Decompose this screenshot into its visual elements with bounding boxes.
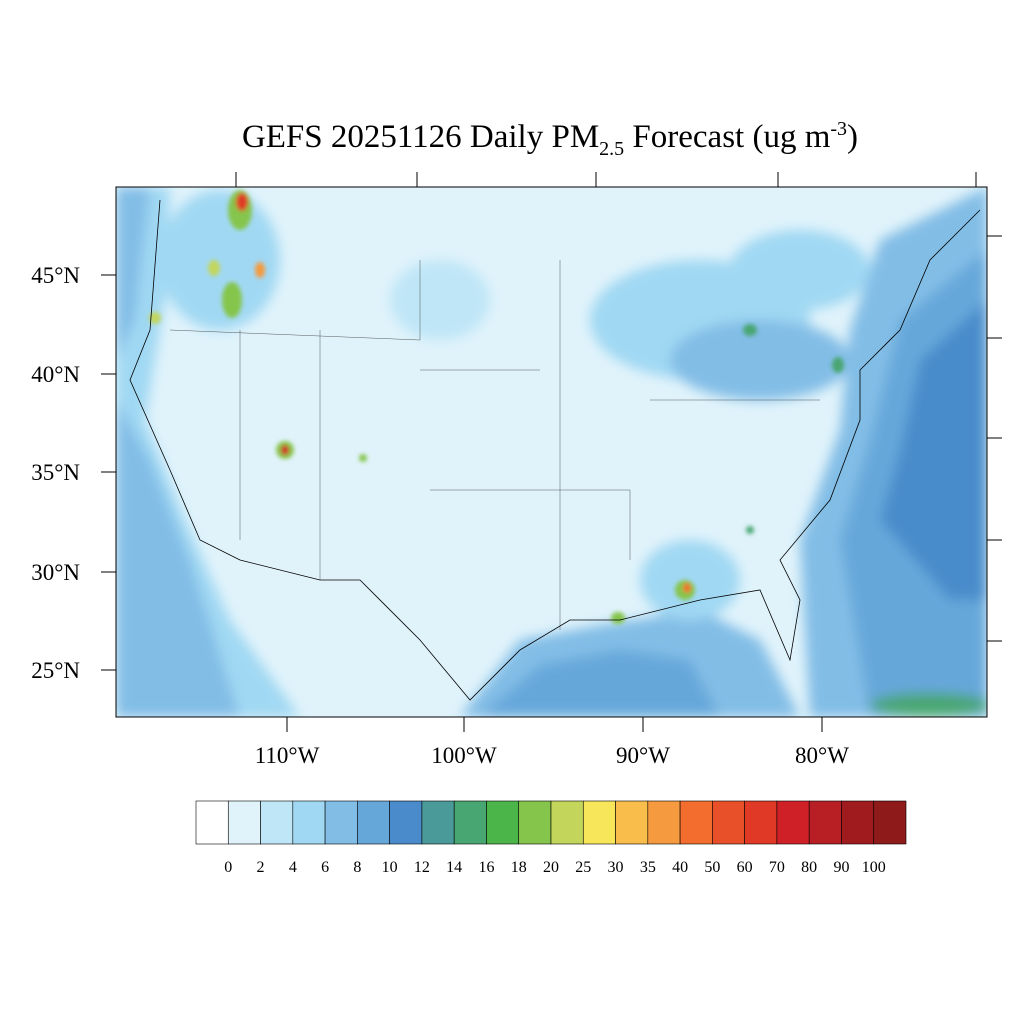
colorbar-label: 12 <box>414 859 430 876</box>
colorbar-box <box>421 800 455 845</box>
colorbar-label: 18 <box>511 859 527 876</box>
title: GEFS 20251126 Daily PM2.5 Forecast (ug m… <box>242 118 858 160</box>
map-frame <box>115 186 988 718</box>
title-after: Forecast (ug m <box>624 119 831 155</box>
lon-label: 110°W <box>255 743 320 768</box>
colorbar-label: 60 <box>737 859 753 876</box>
colorbar-label: 8 <box>353 859 361 876</box>
lon-label: 80°W <box>795 743 849 768</box>
lat-label: 30°N <box>31 560 80 585</box>
colorbar-box <box>550 800 584 845</box>
title-sub: 2.5 <box>599 138 624 160</box>
colorbar-box <box>292 800 326 845</box>
frame-ticks <box>101 172 1002 732</box>
colorbar-label: 40 <box>672 859 688 876</box>
lat-label: 40°N <box>31 362 80 387</box>
lat-labels: 45°N 40°N 35°N 30°N 25°N <box>31 263 80 683</box>
colorbar-box <box>615 800 649 845</box>
colorbar-box <box>808 800 842 845</box>
colorbar-box <box>841 800 875 845</box>
colorbar-label: 20 <box>543 859 559 876</box>
colorbar-box <box>227 800 261 845</box>
colorbar-box <box>873 800 907 845</box>
colorbar-box <box>453 800 487 845</box>
colorbar-label: 50 <box>704 859 720 876</box>
colorbar-box <box>744 800 778 845</box>
colorbar-label: 2 <box>257 859 265 876</box>
colorbar-label: 90 <box>833 859 849 876</box>
colorbar-label: 16 <box>478 859 494 876</box>
colorbar-box <box>679 800 713 845</box>
colorbar-box <box>389 800 423 845</box>
colorbar-box <box>260 800 294 845</box>
lat-label: 25°N <box>31 658 80 683</box>
colorbar-label: 10 <box>382 859 398 876</box>
lon-label: 90°W <box>616 743 670 768</box>
colorbar-label: 30 <box>608 859 624 876</box>
colorbar-box <box>518 800 552 845</box>
colorbar-label: 70 <box>769 859 785 876</box>
colorbar-box <box>712 800 745 845</box>
lat-label: 35°N <box>31 460 80 485</box>
map <box>116 187 987 717</box>
colorbar-box <box>195 800 229 845</box>
colorbar-label: 4 <box>289 859 297 876</box>
colorbar-label: 14 <box>446 859 462 876</box>
title-end: ) <box>847 119 858 155</box>
title-main: GEFS 20251126 Daily PM <box>242 119 599 155</box>
colorbar-box <box>357 800 390 845</box>
colorbar-box <box>324 800 358 845</box>
lon-label: 100°W <box>431 743 497 768</box>
colorbar-label: 25 <box>575 859 591 876</box>
title-sup: -3 <box>830 118 847 140</box>
colorbar-box <box>486 800 520 845</box>
colorbar-label: 35 <box>640 859 656 876</box>
colorbar-box <box>582 800 616 845</box>
colorbar-label: 0 <box>224 859 232 876</box>
colorbar-box <box>776 800 810 845</box>
colorbar-label: 100 <box>862 859 886 876</box>
colorbar-label: 6 <box>321 859 329 876</box>
colorbar: 0 2 4 6 8 10 12 14 16 18 20 25 30 35 40 50 60 70 80 90 100 <box>195 800 907 876</box>
colorbar-box <box>647 800 681 845</box>
lon-labels: 110°W 100°W 90°W 80°W <box>255 743 850 768</box>
colorbar-label: 80 <box>801 859 817 876</box>
lat-label: 45°N <box>31 263 80 288</box>
